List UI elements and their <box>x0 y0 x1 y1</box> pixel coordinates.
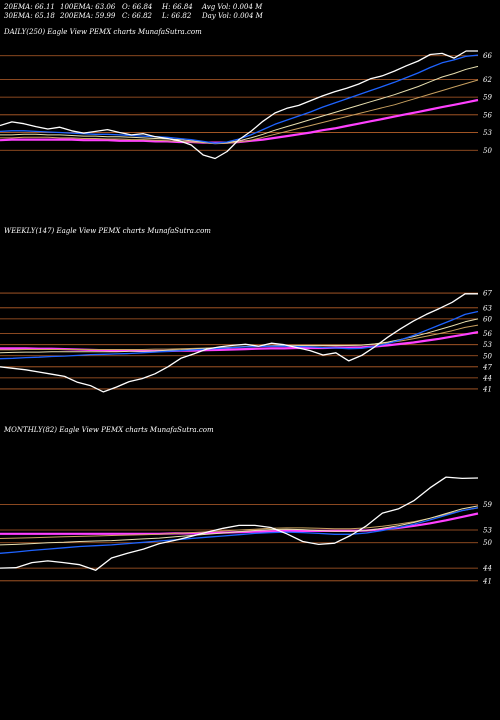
monthly-tick-label: 53 <box>483 527 492 535</box>
monthly-ema-short-line <box>0 506 479 554</box>
weekly-ema-short-line <box>0 310 479 360</box>
weekly-tick-label: 41 <box>482 385 492 393</box>
daily-price-line <box>0 50 478 160</box>
stat-day-vol: Day Vol: 0.004 M <box>202 12 263 20</box>
daily-ema-long-line <box>0 98 479 144</box>
weekly-tick-label: 47 <box>482 363 492 371</box>
weekly-tick-label: 63 <box>483 304 492 312</box>
monthly-chart-title: MONTHLY(82) Eagle View PEMX charts Munaf… <box>3 426 214 434</box>
monthly-ema-mid-2-line <box>0 507 479 539</box>
monthly-tick-label: 44 <box>482 565 492 573</box>
weekly-chart-title: WEEKLY(147) Eagle View PEMX charts Munaf… <box>4 227 211 235</box>
weekly-tick-label: 67 <box>483 290 492 298</box>
weekly-tick-label: 53 <box>483 341 492 349</box>
weekly-tick-label: 56 <box>483 330 492 338</box>
daily-tick-label: 59 <box>483 94 492 102</box>
daily-ema-short-line <box>0 54 479 144</box>
daily-tick-label: 50 <box>483 147 492 155</box>
stat-20ema: 20EMA: 66.11 <box>4 3 55 11</box>
daily-ema-mid-1-line <box>0 65 479 144</box>
monthly-price-line <box>0 476 479 571</box>
daily-tick-label: 66 <box>483 52 492 60</box>
weekly-tick-label: 50 <box>483 352 492 360</box>
stat-30ema: 30EMA: 65.18 <box>4 12 55 20</box>
weekly-tick-label: 44 <box>482 374 492 382</box>
stat-low: L: 66.82 <box>162 12 192 20</box>
daily-chart-title: DAILY(250) Eagle View PEMX charts Munafa… <box>3 28 202 36</box>
weekly-ema-long-line <box>0 331 479 353</box>
daily-ema-mid-2-line <box>0 79 479 145</box>
monthly-tick-label: 41 <box>482 577 492 585</box>
stat-close: C: 66.82 <box>122 12 152 20</box>
monthly-tick-label: 59 <box>483 501 492 509</box>
daily-tick-label: 62 <box>483 76 492 84</box>
header-stats: 20EMA: 66.11 100EMA: 63.06 O: 66.84 H: 6… <box>4 3 494 23</box>
stat-avg-vol: Avg Vol: 0.004 M <box>202 3 263 11</box>
stat-high: H: 66.84 <box>162 3 193 11</box>
weekly-price-line <box>0 293 478 393</box>
daily-tick-label: 53 <box>483 129 492 137</box>
monthly-ema-mid-1-line <box>0 505 479 546</box>
daily-tick-label: 56 <box>483 111 492 119</box>
stat-200ema: 200EMA: 59.99 <box>60 12 116 20</box>
weekly-tick-label: 60 <box>483 315 492 323</box>
stat-open: O: 66.84 <box>122 3 153 11</box>
stat-100ema: 100EMA: 63.06 <box>60 3 116 11</box>
monthly-tick-label: 50 <box>483 539 492 547</box>
